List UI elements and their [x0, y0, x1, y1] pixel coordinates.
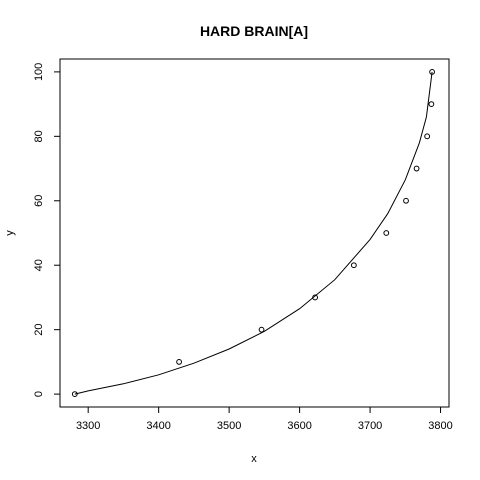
data-point [71, 391, 78, 398]
x-axis: 3300 3400 3500 3600 3700 3800 [76, 407, 453, 432]
x-tick-label-0: 3300 [76, 420, 100, 432]
y-tick-label-3: 60 [33, 195, 45, 207]
data-point [428, 101, 435, 108]
y-tick-label-4: 80 [33, 130, 45, 142]
x-tick-label-4: 3700 [358, 420, 382, 432]
y-tick-label-0: 0 [33, 391, 45, 397]
data-points [71, 68, 435, 398]
chart-title: HARD BRAIN[A] [200, 23, 308, 39]
data-point [312, 294, 319, 301]
y-tick-label-2: 40 [33, 259, 45, 271]
x-axis-label: x [251, 453, 257, 465]
data-point [258, 326, 265, 333]
data-point [383, 230, 390, 236]
data-point [429, 68, 435, 75]
y-axis: 0 20 40 60 80 100 [33, 63, 60, 397]
x-tick-label-3: 3600 [287, 420, 311, 432]
data-point [350, 262, 357, 269]
fit-curve [74, 71, 433, 395]
data-point [424, 133, 431, 140]
x-tick-label-1: 3400 [146, 420, 170, 432]
y-tick-label-1: 20 [33, 324, 45, 336]
plot-frame [59, 58, 450, 408]
data-point [403, 197, 409, 204]
x-tick-label-2: 3500 [217, 420, 241, 432]
data-point [176, 358, 182, 365]
y-axis-label: y [4, 230, 16, 236]
data-point [413, 165, 420, 172]
x-tick-label-5: 3800 [428, 420, 452, 432]
y-tick-label-5: 100 [33, 63, 45, 81]
